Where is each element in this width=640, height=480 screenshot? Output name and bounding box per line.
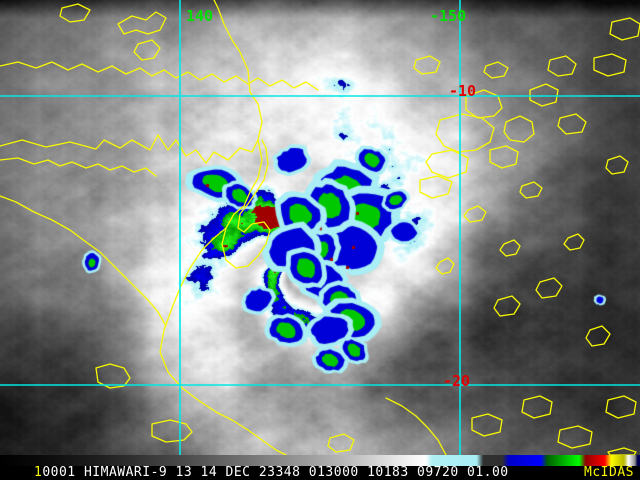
latitude-label-minus20: -20 (443, 372, 471, 390)
longitude-label-minus150: -150 (430, 7, 467, 25)
satellite-image-area[interactable]: 140 -150 -10 -20 (0, 0, 640, 455)
bottom-status-bar: 10001 HIMAWARI-9 13 14 DEC 23348 013000 … (0, 455, 640, 480)
enhancement-colorbar[interactable] (0, 455, 640, 466)
frame-number-marker: 1 (34, 465, 43, 480)
image-info-text: 0001 HIMAWARI-9 13 14 DEC 23348 013000 1… (42, 465, 509, 480)
mcidas-software-label: McIDAS (584, 465, 634, 480)
latitude-label-minus10: -10 (449, 82, 477, 100)
status-text-line: 10001 HIMAWARI-9 13 14 DEC 23348 013000 … (0, 466, 640, 480)
satellite-image-canvas[interactable] (0, 0, 640, 455)
longitude-label-140: 140 (186, 7, 214, 25)
